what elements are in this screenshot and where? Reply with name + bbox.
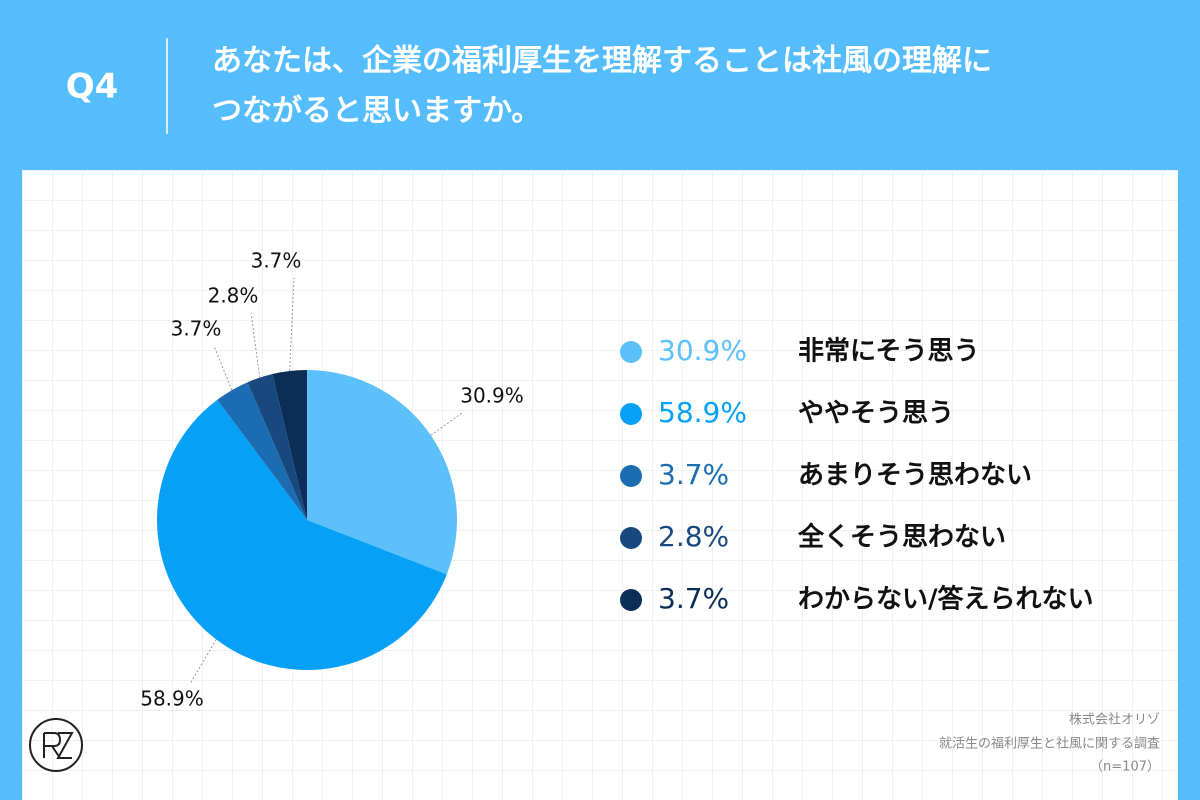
pie-slice <box>157 399 447 671</box>
legend-label: あまりそう思わない <box>798 461 1032 491</box>
footer-line: 株式会社オリゾ <box>1069 712 1160 728</box>
slice-label: 30.9% <box>460 384 524 408</box>
slice-label: 2.8% <box>208 284 259 308</box>
legend-value: 58.9% <box>658 396 747 429</box>
legend-value: 3.7% <box>658 582 729 615</box>
footer-line: 就活生の福利厚生と社風に関する調査 <box>939 736 1160 752</box>
title-line: つながると思いますか。 <box>212 94 541 129</box>
question-number: Q4 <box>66 67 119 107</box>
legend-marker <box>620 403 642 425</box>
legend-label: 全くそう思わない <box>797 522 1006 553</box>
leader-line <box>189 639 217 685</box>
title-line: あなたは、企業の福利厚生を理解することは社風の理解に <box>212 44 992 79</box>
legend-value: 3.7% <box>658 458 729 491</box>
legend-value: 30.9% <box>658 334 747 367</box>
leader-line <box>250 312 261 378</box>
leader-line <box>430 412 463 436</box>
legend-marker <box>620 527 642 549</box>
pie-slice <box>307 369 457 575</box>
legend-value: 2.8% <box>658 520 729 553</box>
leader-line <box>213 345 233 391</box>
pie-slice <box>272 370 307 520</box>
logo <box>29 718 83 772</box>
legend-marker <box>620 589 642 611</box>
legend-label: わからない/答えられない <box>798 584 1094 615</box>
footer-line: （n=107） <box>1090 760 1160 775</box>
legend-label: ややそう思う <box>798 399 954 429</box>
legend-marker <box>620 465 642 487</box>
legend-marker <box>620 341 642 363</box>
leader-line <box>289 277 295 372</box>
legend-label: 非常にそう思う <box>798 337 979 367</box>
pie-slice <box>217 382 307 520</box>
slice-label: 3.7% <box>171 317 222 341</box>
slice-label: 3.7% <box>251 249 302 273</box>
pie-slice <box>247 374 307 520</box>
slice-label: 58.9% <box>140 687 204 711</box>
panel <box>22 170 1178 800</box>
